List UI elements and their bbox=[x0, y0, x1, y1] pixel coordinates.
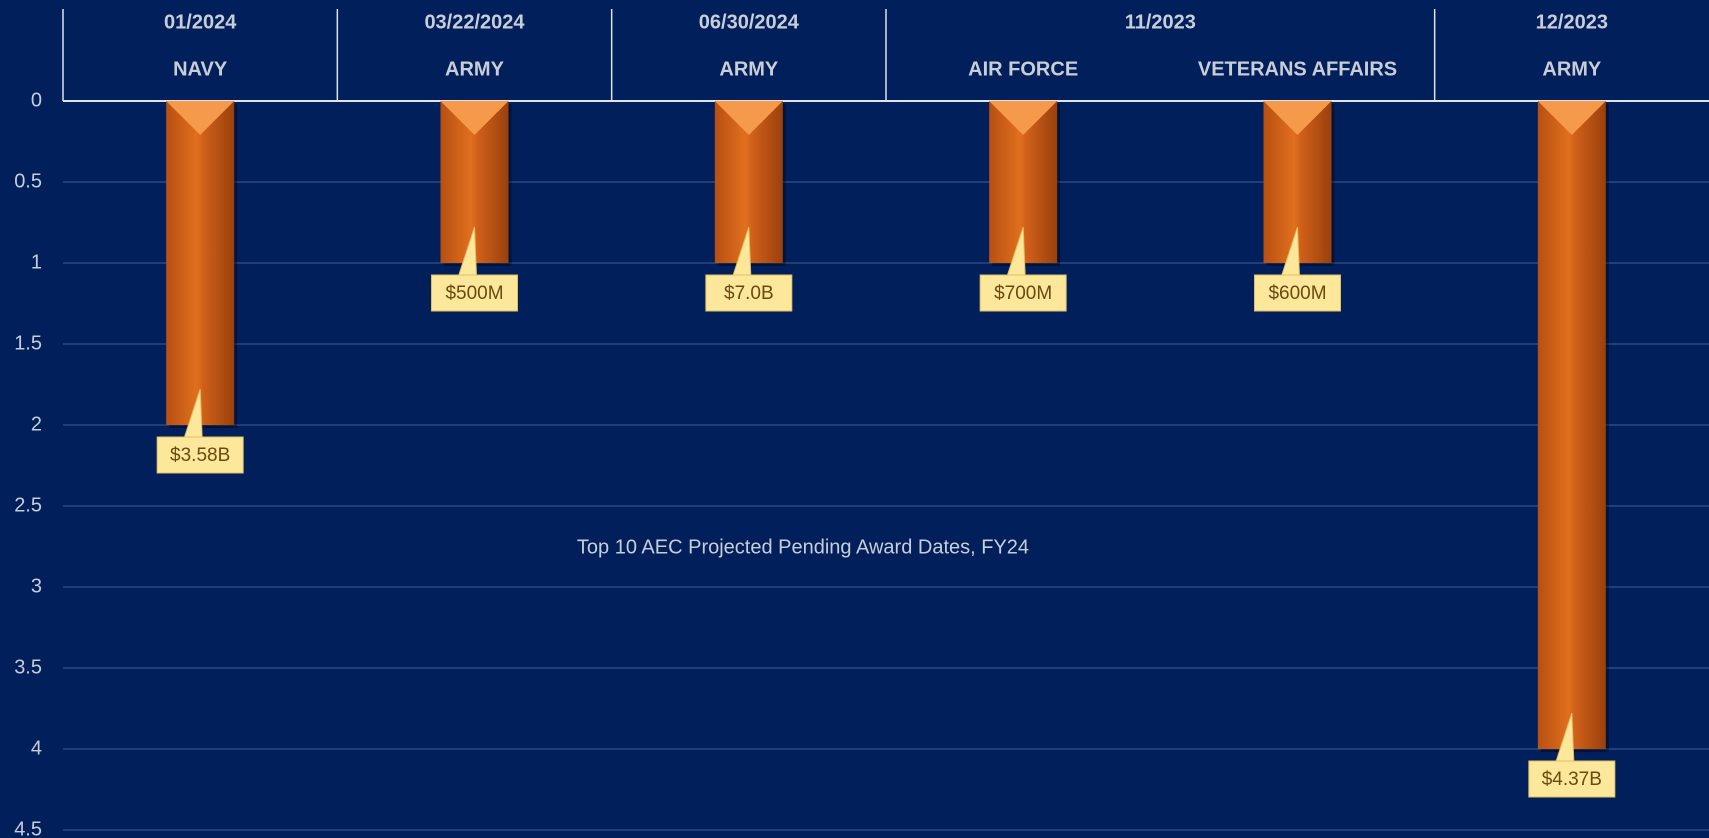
callout-box bbox=[156, 436, 244, 474]
y-tick-label: 2.5 bbox=[14, 494, 42, 516]
y-tick-label: 0.5 bbox=[14, 170, 42, 192]
data-annotation: $500M bbox=[445, 283, 503, 304]
callout-box bbox=[979, 274, 1067, 312]
data-annotation: $700M bbox=[994, 283, 1052, 304]
y-tick-label: 0 bbox=[31, 89, 42, 111]
y-tick-label: 1.5 bbox=[14, 332, 42, 354]
group-label: 12/2023 bbox=[1536, 11, 1608, 33]
bar bbox=[166, 101, 235, 425]
bar bbox=[1537, 101, 1606, 749]
callout-box bbox=[1254, 274, 1341, 312]
data-annotation: $3.58B bbox=[170, 445, 230, 466]
y-tick-label: 4.5 bbox=[14, 818, 42, 838]
x-tick-label: AIR FORCE bbox=[968, 58, 1078, 80]
group-label: 11/2023 bbox=[1125, 11, 1196, 33]
group-label: 06/30/2024 bbox=[699, 11, 800, 33]
bar-cap bbox=[1263, 101, 1332, 135]
y-tick-label: 1 bbox=[31, 251, 42, 273]
bar-cap bbox=[714, 101, 783, 135]
callout-box bbox=[431, 274, 518, 312]
data-annotation: $4.37B bbox=[1542, 769, 1602, 790]
bar-cap bbox=[989, 101, 1058, 135]
bar-cap bbox=[440, 101, 509, 135]
x-tick-label: VETERANS AFFAIRS bbox=[1198, 58, 1397, 80]
chart-title: Top 10 AEC Projected Pending Award Dates… bbox=[577, 536, 1029, 558]
y-tick-label: 4 bbox=[31, 737, 42, 759]
y-tick-label: 3.5 bbox=[14, 656, 42, 678]
callout-box bbox=[705, 274, 793, 312]
x-tick-label: ARMY bbox=[719, 58, 779, 80]
callout-box bbox=[1528, 760, 1616, 798]
x-tick-label: NAVY bbox=[173, 58, 228, 80]
group-label: 01/2024 bbox=[164, 11, 237, 33]
y-tick-label: 2 bbox=[31, 413, 42, 435]
data-annotation: $7.0B bbox=[724, 283, 774, 304]
group-label: 03/22/2024 bbox=[424, 11, 525, 33]
data-annotation: $600M bbox=[1268, 283, 1326, 304]
bar-cap bbox=[1537, 101, 1606, 135]
bar-cap bbox=[166, 101, 235, 135]
y-tick-label: 3 bbox=[31, 575, 42, 597]
x-tick-label: ARMY bbox=[1542, 58, 1602, 80]
x-tick-label: ARMY bbox=[445, 58, 505, 80]
